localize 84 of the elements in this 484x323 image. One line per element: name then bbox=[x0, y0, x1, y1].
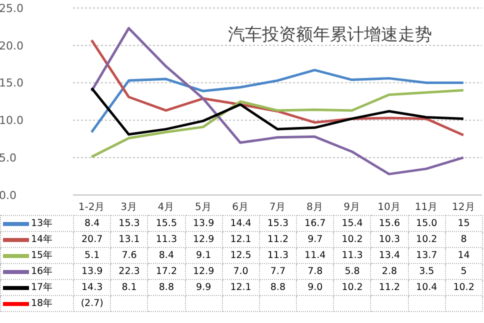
data-label: 11.4 bbox=[296, 248, 334, 264]
legend-label: 15年 bbox=[31, 249, 54, 262]
data-label: 8.4 bbox=[74, 216, 111, 232]
legend-label: 18年 bbox=[31, 297, 54, 310]
line-series bbox=[90, 89, 465, 158]
data-label: 10.2 bbox=[334, 232, 371, 248]
data-label: 15.5 bbox=[148, 216, 186, 232]
data-label: 20.7 bbox=[74, 232, 111, 248]
data-label: 12.9 bbox=[185, 232, 222, 248]
data-label: 12.9 bbox=[185, 264, 222, 280]
data-label: 7.8 bbox=[296, 264, 334, 280]
x-tick-label: 7月 bbox=[269, 202, 286, 214]
x-tick-label: 6月 bbox=[232, 202, 249, 214]
data-label: 15.4 bbox=[334, 216, 371, 232]
line-series bbox=[90, 86, 465, 136]
data-label: 8.1 bbox=[110, 280, 148, 296]
data-label: 15 bbox=[445, 216, 482, 232]
data-label: 10.4 bbox=[408, 280, 446, 296]
data-label: 9.9 bbox=[185, 280, 222, 296]
legend-label: 14年 bbox=[31, 233, 54, 246]
y-tick-label: 15.0 bbox=[0, 76, 24, 90]
data-label: 7.7 bbox=[259, 264, 297, 280]
legend-label: 17年 bbox=[31, 281, 54, 294]
data-label: 9.1 bbox=[185, 248, 222, 264]
data-label: 10.2 bbox=[334, 280, 371, 296]
data-label: 8.8 bbox=[259, 280, 297, 296]
data-label: 11.2 bbox=[259, 232, 297, 248]
data-label: 10.2 bbox=[445, 280, 482, 296]
data-label: 14.3 bbox=[74, 280, 111, 296]
y-tick-label: 10.0 bbox=[0, 114, 24, 128]
data-label: 15.6 bbox=[370, 216, 408, 232]
data-label: 22.3 bbox=[110, 264, 148, 280]
y-tick-label: 25.0 bbox=[0, 2, 24, 15]
text: (2.7) bbox=[80, 298, 104, 309]
data-label: 14.4 bbox=[222, 216, 260, 232]
text: 汽车投资额年累计增速走势 bbox=[228, 25, 432, 45]
data-label: 11.3 bbox=[334, 248, 371, 264]
x-tick-label: 9月 bbox=[344, 202, 360, 214]
y-tick-label: 20.0 bbox=[0, 39, 24, 52]
data-label: 15.0 bbox=[408, 216, 446, 232]
data-label: 16.7 bbox=[296, 216, 334, 232]
data-label: 11.3 bbox=[259, 248, 297, 264]
legend-label: 13年 bbox=[31, 217, 54, 230]
data-label: 8.8 bbox=[148, 280, 186, 296]
data-label: 12.1 bbox=[222, 232, 260, 248]
data-label: 17.2 bbox=[148, 264, 186, 280]
data-label: 10.2 bbox=[408, 232, 446, 248]
data-label: 15.3 bbox=[110, 216, 148, 232]
data-label: 2.8 bbox=[370, 264, 408, 280]
x-tick-label: 8月 bbox=[306, 202, 323, 214]
data-label: 13.7 bbox=[408, 248, 446, 264]
data-label: 3.5 bbox=[408, 264, 446, 280]
data-label: 12.5 bbox=[222, 248, 260, 264]
data-label: 14 bbox=[445, 248, 482, 264]
data-label: 15.3 bbox=[259, 216, 297, 232]
x-tick-label: 4月 bbox=[158, 202, 174, 214]
x-tick-label: 3月 bbox=[120, 202, 137, 214]
line-series bbox=[90, 26, 465, 176]
data-label: 8.4 bbox=[148, 248, 186, 264]
line-series bbox=[90, 68, 465, 134]
data-label: 9.7 bbox=[296, 232, 334, 248]
x-tick-label: 10月 bbox=[378, 202, 400, 214]
x-tick-label: 12月 bbox=[452, 202, 475, 214]
y-tick-label: 5.0 bbox=[0, 152, 16, 165]
data-label: 5.8 bbox=[334, 264, 371, 280]
data-label: 7.0 bbox=[222, 264, 260, 280]
data-label: 11.2 bbox=[370, 280, 408, 296]
legend-label: 16年 bbox=[31, 265, 54, 278]
data-label: 13.9 bbox=[185, 216, 222, 232]
y-tick-label: 0.0 bbox=[0, 188, 16, 202]
data-label: 5 bbox=[445, 264, 482, 280]
data-label: 11.3 bbox=[148, 232, 186, 248]
data-label: 7.6 bbox=[110, 248, 148, 264]
x-tick-label: 11月 bbox=[414, 202, 438, 214]
data-label: 10.3 bbox=[370, 232, 408, 248]
data-label: 13.4 bbox=[370, 248, 408, 264]
data-label: 13.9 bbox=[74, 264, 111, 280]
x-tick-label: 5月 bbox=[194, 202, 212, 214]
x-tick-label: 1-2月 bbox=[78, 202, 105, 214]
data-label: 9.0 bbox=[296, 280, 334, 296]
data-label: 13.1 bbox=[110, 232, 148, 248]
data-label: 5.1 bbox=[74, 248, 111, 264]
data-label: 12.1 bbox=[222, 280, 260, 296]
data-label: 8 bbox=[445, 232, 482, 248]
